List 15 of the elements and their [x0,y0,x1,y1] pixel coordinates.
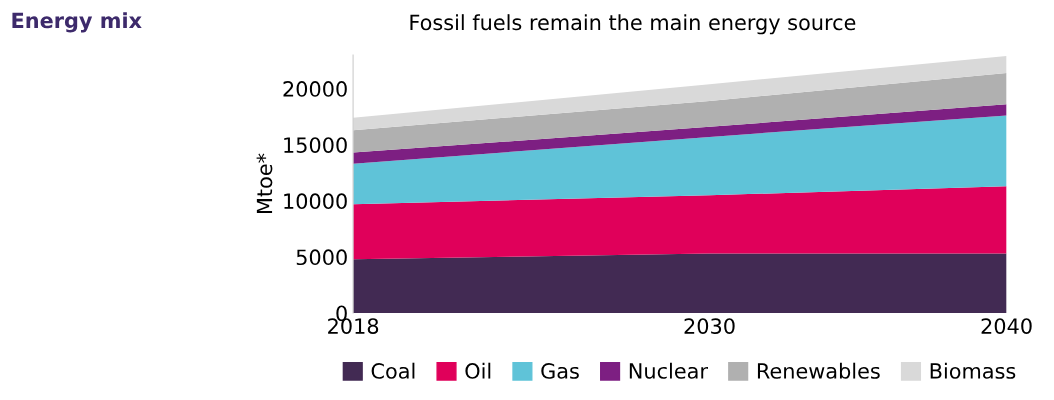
legend-label: Biomass [930,362,1016,379]
x-tick-label: 2040 [981,318,1032,334]
chart-subtitle: Fossil fuels remain the main energy source [410,14,856,35]
legend-label: Gas [541,363,579,379]
y-tick-label: 15000 [284,137,347,153]
y-axis-title: Mtoe* [256,153,273,214]
legend-label: Oil [465,362,491,379]
y-tick-label: 10000 [284,193,347,210]
y-tick-label: 5000 [296,249,347,266]
text: Energy mix [12,12,142,33]
legend-label: Coal [371,362,415,379]
x-tick-label: 2030 [684,318,735,334]
legend-label: Nuclear [629,362,708,379]
legend-label: Renewables [757,362,880,379]
y-tick-label: 20000 [283,81,347,97]
